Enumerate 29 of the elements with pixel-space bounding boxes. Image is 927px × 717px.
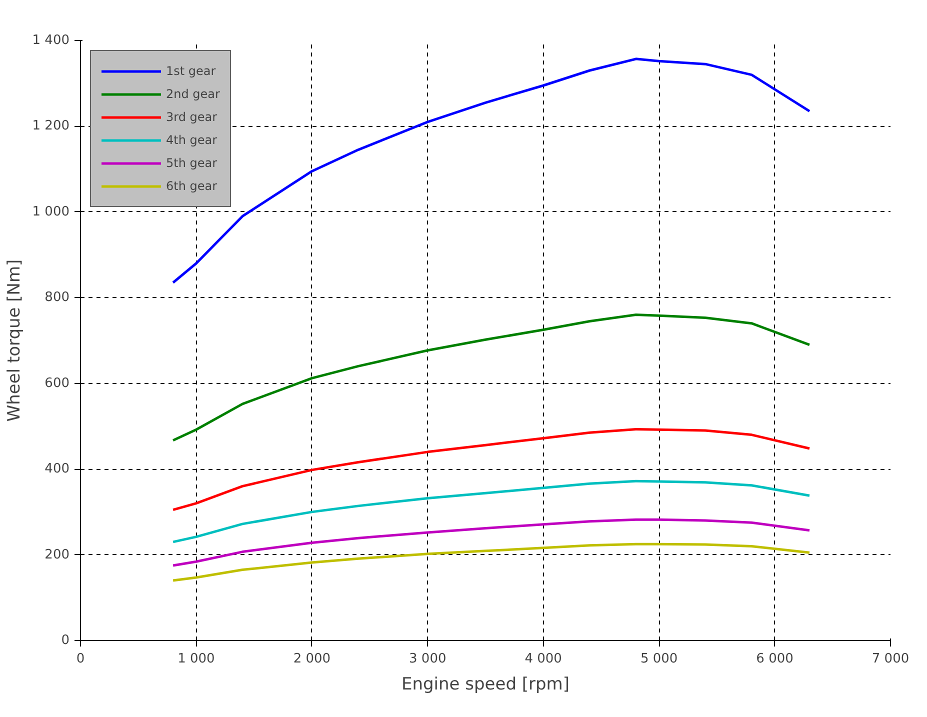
y-tick-label: 400	[44, 462, 70, 477]
line-series	[172, 542, 811, 582]
y-tick-label: 600	[44, 376, 70, 391]
y-tick-label: 0	[61, 633, 70, 648]
x-tick-label: 3 000	[409, 652, 446, 666]
x-tick-label: 1 000	[178, 652, 215, 666]
x-tick-label: 6 000	[756, 652, 794, 666]
legend-label: 3rd gear	[166, 110, 218, 124]
y-tick-label: 200	[44, 547, 70, 562]
x-tick-label: 4 000	[524, 652, 562, 666]
line-series	[172, 428, 811, 512]
y-tick-label: 1 000	[32, 204, 70, 220]
x-tick-label: 7 000	[872, 652, 910, 666]
y-axis-title: Wheel torque [Nm]	[4, 259, 24, 422]
x-axis-title: Engine speed [rpm]	[401, 674, 570, 694]
legend-label: 6th gear	[166, 179, 218, 193]
x-tick-label: 2 000	[293, 652, 331, 666]
legend-label: 2nd gear	[166, 87, 220, 101]
y-tick-label: 1 200	[32, 118, 70, 134]
line-series	[172, 518, 811, 567]
line-series	[172, 480, 811, 544]
y-tick-label: 800	[44, 290, 70, 306]
x-tick-label: 5 000	[640, 652, 678, 666]
x-tick-label: 0	[76, 652, 85, 666]
y-tick-label: 1 400	[32, 33, 70, 48]
legend-label: 1st gear	[166, 64, 216, 78]
line-series	[172, 314, 811, 442]
legend-label: 4th gear	[166, 133, 218, 147]
legend-label: 5th gear	[166, 156, 218, 170]
